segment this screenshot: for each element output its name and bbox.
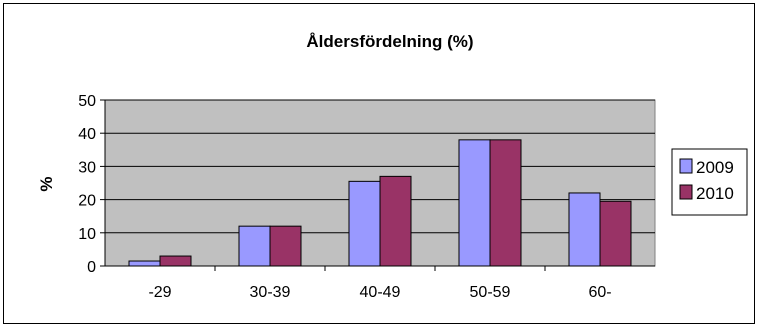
x-tick-label: 30-39: [250, 284, 291, 301]
bar-2010-40-49: [379, 175, 412, 267]
bar-2009--29: [128, 260, 161, 267]
y-tick-label: 0: [87, 259, 96, 276]
bar-2009-50-59: [458, 139, 491, 267]
bar-2010-50-59: [489, 139, 522, 267]
x-tick-label: -29: [148, 284, 171, 301]
x-tick-label: 60-: [588, 284, 611, 301]
y-tick-label: 20: [78, 193, 96, 210]
plot-area: 0 10 20 30 40 50 -29 30-39 40-49 50-59 60-: [78, 93, 656, 301]
bar-2009-40-49: [348, 180, 381, 267]
y-tick-label: 30: [78, 159, 96, 176]
legend-label-2009: 2009: [696, 158, 734, 177]
x-tick-label: 40-49: [360, 284, 401, 301]
bar-2009-60-: [568, 192, 601, 267]
bar-2009-30-39: [238, 225, 271, 267]
chart-title: Åldersfördelning (%): [306, 32, 473, 51]
legend-swatch-2009: [679, 158, 693, 174]
legend-swatch-2010: [679, 184, 693, 200]
y-axis-label: %: [37, 176, 56, 191]
y-tick-label: 50: [78, 93, 96, 110]
legend: 2009 2010: [671, 148, 748, 216]
bar-2010-60-: [599, 200, 632, 267]
y-tick-label: 10: [78, 226, 96, 243]
bar-2010-30-39: [269, 225, 302, 267]
legend-label-2010: 2010: [696, 184, 734, 203]
x-tick-label: 50-59: [470, 284, 511, 301]
bar-2010--29: [159, 255, 192, 267]
y-tick-label: 40: [78, 126, 96, 143]
